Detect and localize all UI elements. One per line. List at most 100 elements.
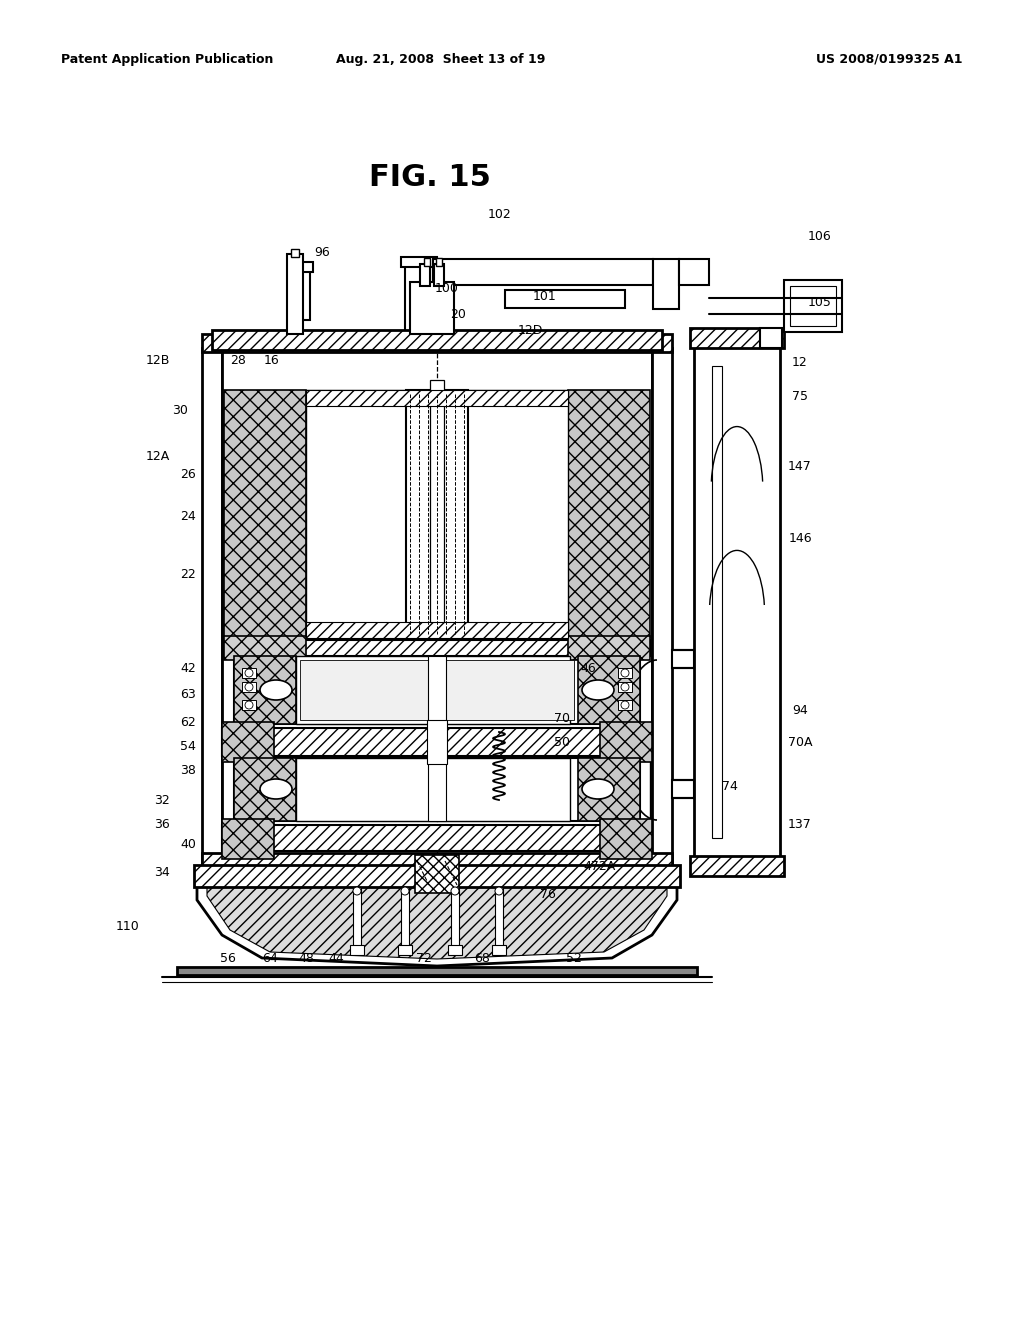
Text: 110: 110 bbox=[116, 920, 140, 932]
Bar bbox=[694, 345, 780, 861]
Bar bbox=[434, 264, 444, 286]
Text: 46: 46 bbox=[581, 661, 596, 675]
Bar bbox=[406, 265, 433, 334]
Ellipse shape bbox=[582, 680, 614, 700]
Text: 137: 137 bbox=[788, 817, 812, 830]
Text: 28: 28 bbox=[230, 354, 246, 367]
Ellipse shape bbox=[621, 669, 629, 677]
Bar bbox=[568, 636, 650, 660]
Bar bbox=[353, 887, 361, 946]
Text: 62: 62 bbox=[180, 715, 196, 729]
Bar bbox=[234, 758, 640, 821]
Bar bbox=[224, 640, 650, 656]
Bar bbox=[222, 729, 652, 756]
Bar bbox=[222, 722, 274, 762]
Text: 32: 32 bbox=[155, 793, 170, 807]
Bar bbox=[790, 286, 836, 326]
Bar bbox=[578, 758, 640, 821]
Text: 100: 100 bbox=[435, 281, 459, 294]
Bar bbox=[433, 259, 653, 285]
Bar bbox=[296, 758, 570, 821]
Text: 70: 70 bbox=[554, 711, 570, 725]
Bar bbox=[242, 700, 256, 710]
Bar bbox=[291, 249, 299, 257]
Text: 76: 76 bbox=[540, 888, 556, 902]
Text: 36: 36 bbox=[155, 817, 170, 830]
Bar bbox=[428, 758, 446, 821]
Bar bbox=[600, 722, 652, 762]
Ellipse shape bbox=[245, 701, 253, 709]
Text: US 2008/0199325 A1: US 2008/0199325 A1 bbox=[816, 53, 963, 66]
Bar bbox=[672, 649, 694, 668]
Polygon shape bbox=[197, 870, 677, 966]
Bar bbox=[202, 348, 222, 865]
Bar bbox=[430, 380, 444, 729]
Bar bbox=[222, 818, 274, 859]
Bar bbox=[495, 887, 503, 946]
Ellipse shape bbox=[495, 887, 503, 895]
Text: 64: 64 bbox=[262, 952, 278, 965]
Text: 12A: 12A bbox=[145, 450, 170, 462]
Text: 105: 105 bbox=[808, 296, 831, 309]
Text: 74: 74 bbox=[722, 780, 738, 792]
Bar bbox=[578, 656, 640, 723]
Bar bbox=[202, 334, 672, 352]
Bar bbox=[242, 668, 256, 678]
Bar bbox=[287, 253, 303, 334]
Bar bbox=[222, 825, 652, 851]
Text: 22: 22 bbox=[180, 569, 196, 582]
Bar bbox=[401, 257, 437, 267]
Bar bbox=[618, 700, 632, 710]
Text: 38: 38 bbox=[180, 763, 196, 776]
Text: 26: 26 bbox=[180, 469, 196, 482]
Text: FIG. 15: FIG. 15 bbox=[369, 164, 490, 193]
Text: 106: 106 bbox=[808, 230, 831, 243]
Bar bbox=[618, 682, 632, 692]
Bar bbox=[428, 656, 446, 723]
Bar bbox=[451, 887, 459, 946]
Text: 68: 68 bbox=[474, 952, 489, 965]
Bar bbox=[224, 636, 306, 660]
Bar bbox=[784, 280, 842, 333]
Bar bbox=[712, 366, 722, 838]
Text: 34: 34 bbox=[155, 866, 170, 879]
Text: 472A: 472A bbox=[584, 859, 616, 873]
Bar bbox=[398, 945, 412, 954]
Bar bbox=[760, 327, 782, 348]
Bar bbox=[177, 968, 697, 975]
Bar bbox=[690, 855, 784, 876]
Bar bbox=[306, 389, 568, 638]
Bar bbox=[406, 389, 468, 638]
Text: 146: 146 bbox=[788, 532, 812, 544]
Text: 30: 30 bbox=[172, 404, 188, 417]
Ellipse shape bbox=[451, 887, 459, 895]
Text: 50: 50 bbox=[554, 735, 570, 748]
Bar bbox=[600, 818, 652, 859]
Text: 44: 44 bbox=[328, 952, 344, 965]
Polygon shape bbox=[207, 873, 667, 960]
Text: 54: 54 bbox=[180, 739, 196, 752]
Bar bbox=[427, 719, 447, 764]
Text: 70A: 70A bbox=[787, 735, 812, 748]
Bar bbox=[212, 330, 662, 350]
Text: 63: 63 bbox=[180, 689, 196, 701]
Ellipse shape bbox=[353, 887, 361, 895]
Ellipse shape bbox=[401, 887, 409, 895]
Bar bbox=[291, 261, 313, 272]
Bar bbox=[234, 758, 296, 821]
Bar bbox=[202, 853, 672, 871]
Text: 72: 72 bbox=[416, 952, 432, 965]
Text: 56: 56 bbox=[220, 952, 236, 965]
Text: 16: 16 bbox=[264, 354, 280, 367]
Ellipse shape bbox=[260, 779, 292, 799]
Bar bbox=[449, 945, 462, 954]
Bar bbox=[568, 389, 650, 638]
Bar bbox=[653, 259, 679, 309]
Bar bbox=[194, 865, 680, 887]
Text: 40: 40 bbox=[180, 837, 196, 850]
Bar bbox=[652, 348, 672, 865]
Bar bbox=[300, 660, 574, 719]
Bar bbox=[306, 622, 568, 638]
Bar bbox=[679, 259, 709, 285]
Text: 48: 48 bbox=[298, 952, 314, 965]
